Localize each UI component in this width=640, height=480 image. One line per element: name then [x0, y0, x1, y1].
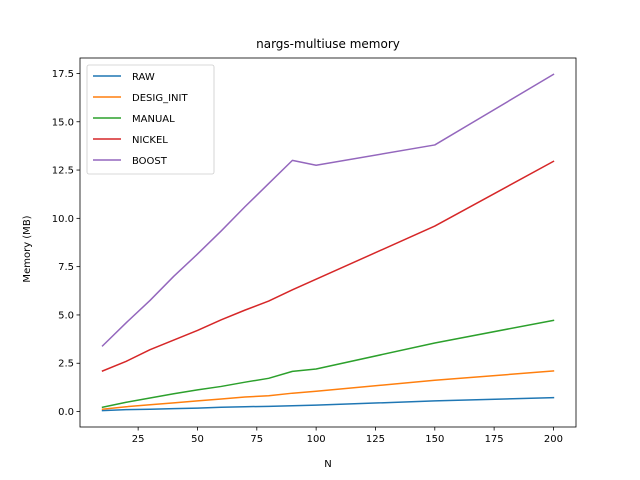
- plot-area: 25 50 75 100 125 150 175 200 0.0 2.5 5.0 7.5 10.0 12.…: [52, 57, 577, 445]
- y-tick-label: 2.5: [58, 359, 74, 370]
- x-tick-label: 200: [544, 434, 563, 445]
- x-tick-label: 100: [307, 434, 326, 445]
- y-tick-label: 7.5: [58, 262, 74, 273]
- legend-entry-label: NICKEL: [132, 135, 168, 146]
- x-axis-label: N: [324, 459, 331, 470]
- series-line-nickel: [101, 160, 555, 372]
- x-tick-label: 150: [425, 434, 444, 445]
- y-tick-label: 0.0: [58, 407, 74, 418]
- y-axis-label: Memory (MB): [22, 215, 33, 282]
- x-tick-label: 50: [191, 434, 204, 445]
- legend-entry-label: BOOST: [132, 156, 168, 167]
- legend: RAW DESIG_INIT MANUAL NICKEL BOOST: [86, 64, 215, 175]
- y-tick-label: 10.0: [52, 214, 74, 225]
- series-line-manual: [101, 319, 555, 409]
- legend-entry-label: RAW: [132, 72, 155, 83]
- y-tick-label: 5.0: [58, 310, 74, 321]
- series-line-desig-init: [101, 370, 555, 411]
- legend-box: [86, 64, 215, 175]
- y-tick-label: 17.5: [52, 69, 74, 80]
- series-line-boost: [101, 73, 555, 347]
- y-tick-label: 15.0: [52, 117, 74, 128]
- x-tick-label: 25: [132, 434, 145, 445]
- y-tick-label: 12.5: [52, 166, 74, 177]
- x-tick-label: 75: [250, 434, 263, 445]
- x-tick-label: 175: [485, 434, 504, 445]
- x-tick-label: 125: [366, 434, 385, 445]
- legend-entry-label: DESIG_INIT: [132, 93, 188, 104]
- legend-entry-label: MANUAL: [132, 114, 175, 125]
- series-line-raw: [101, 396, 555, 412]
- axes-frame: [79, 57, 577, 428]
- chart-title: nargs-multiuse memory: [256, 37, 400, 51]
